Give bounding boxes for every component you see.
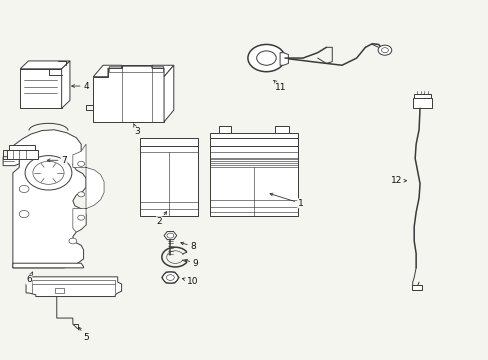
- Text: 12: 12: [390, 176, 406, 185]
- Polygon shape: [93, 65, 122, 77]
- Circle shape: [19, 211, 29, 218]
- Text: 5: 5: [79, 327, 89, 342]
- Polygon shape: [163, 231, 176, 240]
- Bar: [210, 146, 298, 216]
- Polygon shape: [26, 277, 122, 297]
- Text: 8: 8: [181, 242, 196, 251]
- Bar: [140, 146, 198, 216]
- Polygon shape: [280, 53, 288, 65]
- Circle shape: [166, 275, 174, 280]
- Text: 11: 11: [273, 80, 286, 92]
- Text: 4: 4: [72, 82, 89, 91]
- Circle shape: [25, 156, 72, 190]
- Circle shape: [162, 272, 178, 283]
- Circle shape: [69, 238, 77, 244]
- Polygon shape: [73, 144, 104, 232]
- Circle shape: [166, 233, 173, 238]
- Circle shape: [256, 51, 276, 65]
- Circle shape: [377, 45, 391, 55]
- Circle shape: [78, 192, 84, 197]
- Bar: [411, 285, 422, 290]
- Bar: [210, 133, 298, 138]
- Bar: [9, 145, 35, 150]
- Circle shape: [33, 161, 64, 184]
- Text: 7: 7: [47, 156, 67, 165]
- Text: 1: 1: [269, 193, 303, 208]
- Bar: [412, 98, 431, 108]
- Polygon shape: [152, 65, 173, 77]
- Bar: [6, 150, 38, 159]
- Polygon shape: [61, 61, 70, 108]
- Polygon shape: [20, 69, 61, 108]
- Polygon shape: [93, 65, 163, 122]
- Polygon shape: [13, 130, 86, 268]
- Circle shape: [247, 44, 285, 72]
- Bar: [210, 138, 298, 146]
- Bar: [274, 126, 289, 133]
- Text: 9: 9: [184, 259, 198, 268]
- Circle shape: [78, 215, 84, 220]
- Circle shape: [78, 161, 84, 166]
- Polygon shape: [55, 288, 64, 293]
- Polygon shape: [163, 65, 173, 122]
- Text: 6: 6: [26, 272, 32, 284]
- Bar: [140, 138, 198, 146]
- Circle shape: [381, 48, 387, 53]
- Polygon shape: [13, 263, 83, 268]
- Text: 3: 3: [134, 124, 140, 136]
- Bar: [219, 126, 231, 133]
- Text: 10: 10: [182, 276, 198, 285]
- Circle shape: [19, 185, 29, 193]
- Polygon shape: [20, 61, 70, 69]
- Text: 2: 2: [156, 212, 166, 226]
- Polygon shape: [3, 157, 19, 166]
- Bar: [413, 94, 430, 98]
